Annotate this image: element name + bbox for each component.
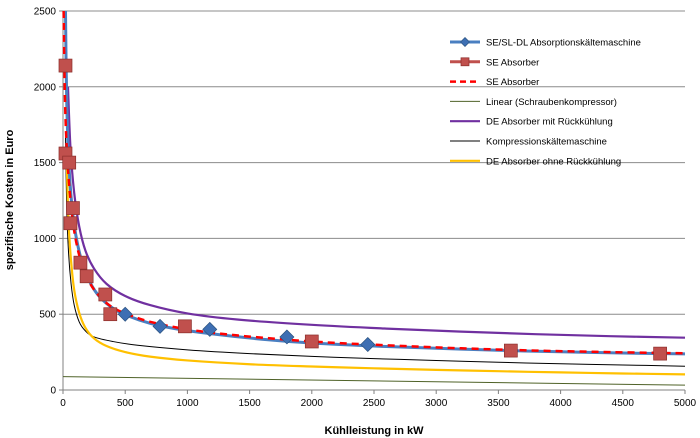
- x-tick-label: 4500: [612, 398, 635, 409]
- data-point: [103, 307, 118, 322]
- x-tick-label: 5000: [674, 398, 697, 409]
- x-tick-label: 1000: [176, 398, 199, 409]
- legend-label: DE Absorber ohne Rückkühlung: [486, 156, 621, 167]
- y-tick-label: 2500: [34, 7, 57, 18]
- x-tick-label: 1500: [238, 398, 261, 409]
- x-tick-label: 500: [117, 398, 134, 409]
- legend-label: Kompressionskältemaschine: [486, 137, 607, 148]
- y-tick-label: 500: [39, 310, 56, 321]
- data-point: [178, 319, 192, 334]
- data-point: [460, 57, 470, 67]
- data-point: [503, 343, 518, 358]
- x-tick-label: 3500: [487, 398, 510, 409]
- data-point: [73, 255, 88, 270]
- x-tick-label: 4000: [549, 398, 572, 409]
- legend-label: SE Absorber: [486, 57, 539, 68]
- legend-label: Linear (Schraubenkompressor): [486, 97, 617, 108]
- x-axis-title: Kühlleistung in kW: [325, 425, 425, 437]
- gridlines: [63, 10, 685, 315]
- data-point: [304, 334, 319, 349]
- data-point: [152, 318, 168, 334]
- data-point: [63, 216, 78, 231]
- data-point: [360, 337, 376, 353]
- legend-label: SE Absorber: [486, 77, 539, 88]
- data-point: [58, 58, 73, 73]
- data-point: [98, 287, 113, 302]
- x-tick-label: 3000: [425, 398, 448, 409]
- series-line: [62, 376, 686, 386]
- legend-label: SE/SL-DL Absorptionskältemaschine: [486, 38, 641, 49]
- x-tick-label: 2500: [363, 398, 386, 409]
- series-line: [66, 86, 686, 339]
- y-tick-labels: 0 500 1000 1500 2000 2500: [34, 7, 63, 397]
- x-tick-label: 0: [60, 398, 66, 409]
- y-tick-label: 2000: [34, 82, 57, 93]
- data-point: [62, 155, 77, 170]
- series-line: [64, 132, 686, 367]
- data-point: [202, 321, 218, 337]
- data-point: [79, 269, 94, 284]
- y-axis-title: spezifische Kosten in Euro: [4, 129, 16, 270]
- y-tick-label: 0: [50, 386, 56, 397]
- series-line: [65, 162, 686, 376]
- y-tick-label: 1500: [34, 158, 57, 169]
- x-tick-label: 2000: [301, 398, 324, 409]
- x-tick-labels: 0 500 1000 1500 2000 2500 3000 3500 4000 4500 5000: [60, 390, 697, 409]
- data-point: [117, 306, 133, 322]
- data-point: [279, 329, 295, 345]
- data-point: [653, 346, 667, 361]
- legend-label: DE Absorber mit Rückkühlung: [486, 117, 613, 128]
- data-point: [460, 37, 470, 47]
- data-point: [66, 201, 80, 215]
- y-tick-label: 1000: [34, 234, 57, 245]
- legend: SE/SL-DL Absorptionskältemaschine SE Abso…: [450, 37, 641, 167]
- markers: [58, 58, 667, 361]
